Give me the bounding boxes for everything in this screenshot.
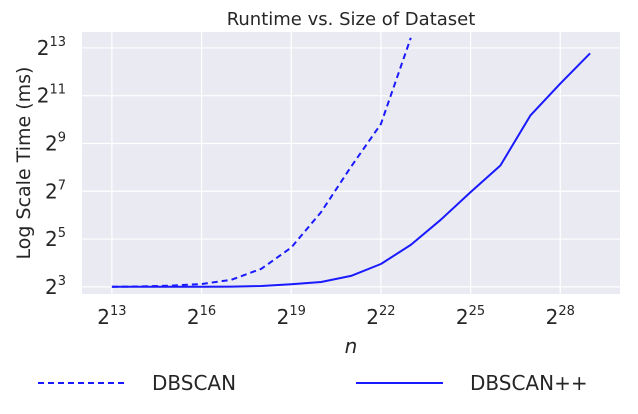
legend-label-dbscanpp: DBSCAN++ bbox=[470, 371, 588, 395]
series-line-dbscanpp bbox=[111, 52, 591, 288]
series-layer bbox=[111, 37, 591, 288]
x-tick-label-4: 225 bbox=[456, 304, 485, 329]
y-tick-label-4: 211 bbox=[37, 83, 66, 108]
x-axis-label: n bbox=[345, 334, 358, 358]
legend: DBSCAN DBSCAN++ bbox=[38, 371, 588, 395]
x-tick-label-1: 216 bbox=[187, 304, 216, 329]
y-tick-label-3: 29 bbox=[45, 130, 66, 155]
legend-label-dbscan: DBSCAN bbox=[152, 371, 236, 395]
x-tick-labels: 213 216 219 222 225 228 bbox=[97, 304, 575, 329]
plot-background bbox=[82, 32, 620, 294]
chart-title: Runtime vs. Size of Dataset bbox=[227, 9, 476, 30]
y-tick-label-2: 27 bbox=[45, 178, 66, 203]
y-tick-label-0: 23 bbox=[45, 274, 66, 299]
series-line-dbscan bbox=[111, 37, 412, 288]
y-axis-label: Log Scale Time (ms) bbox=[13, 67, 35, 260]
y-tick-label-1: 25 bbox=[45, 226, 66, 251]
y-tick-labels: 23 25 27 29 211 213 bbox=[37, 35, 66, 299]
x-tick-label-3: 222 bbox=[366, 304, 395, 329]
x-tick-label-2: 219 bbox=[277, 304, 306, 329]
y-tick-label-5: 213 bbox=[37, 35, 66, 60]
x-tick-label-5: 228 bbox=[546, 304, 575, 329]
x-tick-label-0: 213 bbox=[97, 304, 126, 329]
